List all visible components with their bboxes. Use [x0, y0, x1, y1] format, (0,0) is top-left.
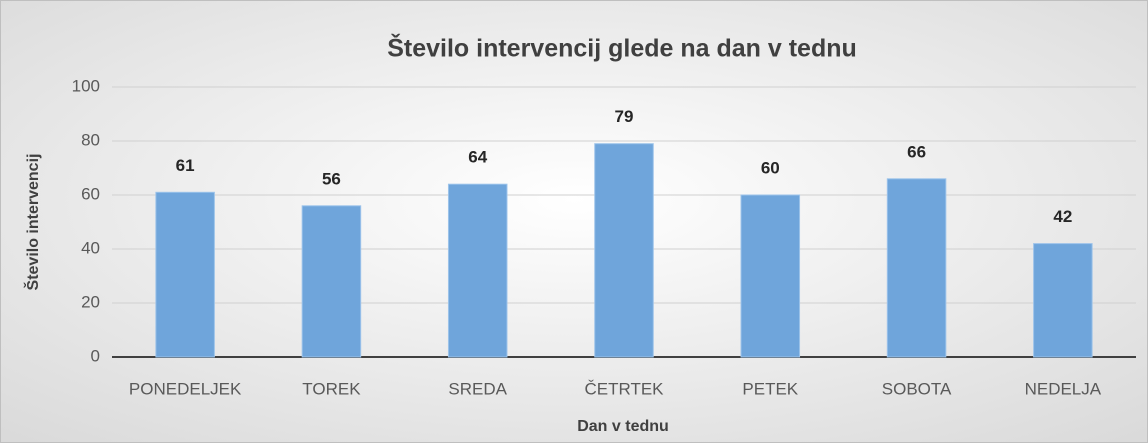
x-tick-label: PONEDELJEK — [129, 379, 242, 398]
x-tick-label: TOREK — [302, 379, 361, 398]
bar — [301, 205, 362, 358]
bar — [155, 191, 215, 358]
bar — [594, 143, 654, 358]
bar — [740, 194, 801, 358]
x-tick-label: PETEK — [742, 379, 798, 398]
x-tick-label: ČETRTEK — [584, 379, 664, 398]
value-label: 79 — [615, 107, 634, 126]
y-tick-label: 60 — [81, 184, 100, 203]
x-tick-label: SOBOTA — [882, 379, 952, 398]
y-tick-label: 80 — [81, 130, 100, 149]
chart-title: Število intervencij glede na dan v tednu — [387, 33, 857, 63]
bar — [447, 183, 508, 358]
y-tick-label: 100 — [72, 76, 100, 95]
value-label: 64 — [468, 148, 487, 167]
y-tick-label: 20 — [81, 292, 100, 311]
x-tick-label: NEDELJA — [1025, 379, 1102, 398]
y-tick-label: 40 — [81, 238, 100, 257]
bar — [886, 178, 947, 358]
y-tick-label: 0 — [91, 346, 100, 365]
y-axis-title: Število intervencij — [23, 154, 42, 291]
bar — [1033, 243, 1093, 358]
x-axis-title: Dan v tednu — [577, 418, 669, 435]
x-tick-label: SREDA — [448, 379, 507, 398]
value-label: 61 — [176, 156, 195, 175]
value-label: 60 — [761, 158, 780, 177]
value-label: 56 — [322, 169, 341, 188]
value-label: 42 — [1053, 207, 1072, 226]
value-label: 66 — [907, 142, 926, 161]
